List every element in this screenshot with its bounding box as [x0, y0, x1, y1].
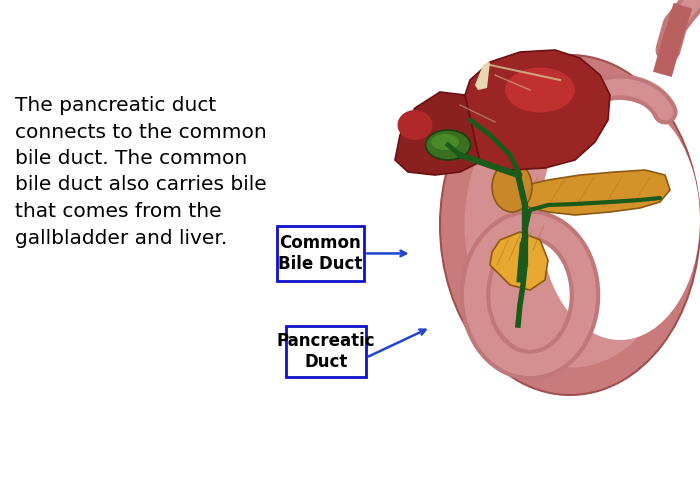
- Text: Common
Bile Duct: Common Bile Duct: [278, 234, 363, 273]
- Polygon shape: [490, 232, 548, 290]
- Ellipse shape: [440, 55, 700, 395]
- Polygon shape: [505, 170, 670, 215]
- Ellipse shape: [431, 134, 459, 150]
- Ellipse shape: [505, 68, 575, 112]
- Ellipse shape: [398, 110, 433, 140]
- FancyBboxPatch shape: [286, 326, 366, 377]
- Ellipse shape: [492, 162, 532, 212]
- Polygon shape: [395, 92, 495, 175]
- Text: Pancreatic
Duct: Pancreatic Duct: [276, 332, 375, 371]
- Polygon shape: [475, 62, 490, 90]
- Ellipse shape: [540, 100, 700, 340]
- Polygon shape: [465, 50, 610, 170]
- FancyBboxPatch shape: [276, 226, 364, 281]
- Text: The pancreatic duct
connects to the common
bile duct. The common
bile duct also : The pancreatic duct connects to the comm…: [15, 96, 267, 248]
- Ellipse shape: [465, 83, 680, 368]
- Ellipse shape: [426, 130, 470, 160]
